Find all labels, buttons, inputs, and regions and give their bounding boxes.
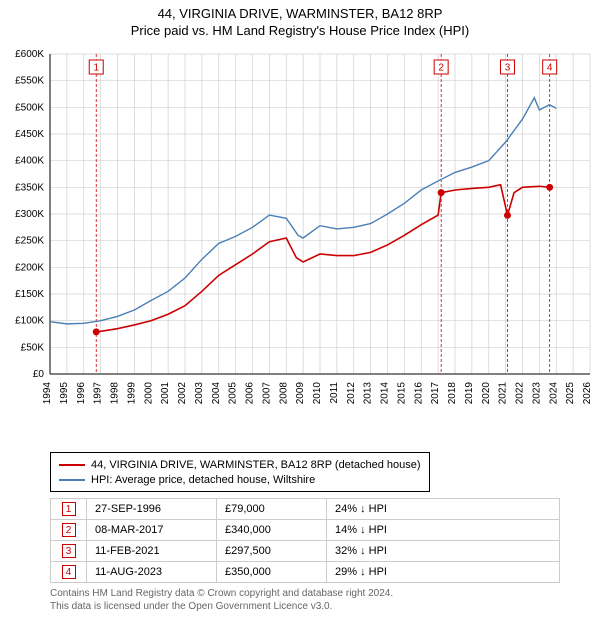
svg-text:2017: 2017 — [430, 382, 441, 405]
tx-marker: 4 — [62, 565, 76, 579]
table-row: 3 11-FEB-2021£297,50032% ↓ HPI — [51, 541, 560, 562]
footer-line: This data is licensed under the Open Gov… — [50, 601, 560, 614]
tx-price: £297,500 — [217, 541, 327, 562]
footer-attribution: Contains HM Land Registry data © Crown c… — [50, 588, 560, 613]
svg-text:1999: 1999 — [126, 382, 137, 405]
svg-text:£250K: £250K — [15, 236, 44, 247]
chart-area: £0 £50K £100K £150K £200K £250K £300K £350K £400… — [0, 44, 600, 444]
tx-hpi-delta: 24% ↓ HPI — [327, 499, 560, 520]
svg-text:£450K: £450K — [15, 129, 44, 140]
svg-text:2013: 2013 — [363, 382, 374, 405]
svg-text:2000: 2000 — [143, 382, 154, 405]
legend-item: 44, VIRGINIA DRIVE, WARMINSTER, BA12 8RP… — [59, 457, 421, 472]
svg-text:2019: 2019 — [464, 382, 475, 405]
legend: 44, VIRGINIA DRIVE, WARMINSTER, BA12 8RP… — [50, 452, 430, 492]
svg-text:2024: 2024 — [548, 382, 559, 405]
svg-text:£500K: £500K — [15, 102, 44, 113]
tx-marker: 3 — [62, 544, 76, 558]
svg-text:2021: 2021 — [498, 382, 509, 405]
chart-title-block: 44, VIRGINIA DRIVE, WARMINSTER, BA12 8RP… — [0, 0, 600, 38]
transactions-table: 1 27-SEP-1996£79,00024% ↓ HPI 2 08-MAR-2017… — [50, 498, 560, 583]
legend-item: HPI: Average price, detached house, Wilt… — [59, 472, 421, 487]
svg-text:1: 1 — [93, 63, 99, 74]
svg-text:2003: 2003 — [194, 382, 205, 405]
arrow-down-icon: ↓ — [360, 524, 366, 536]
svg-text:£50K: £50K — [21, 342, 45, 353]
svg-text:1996: 1996 — [76, 382, 87, 405]
svg-text:2: 2 — [438, 63, 444, 74]
svg-text:£550K: £550K — [15, 76, 44, 87]
svg-text:2011: 2011 — [329, 382, 340, 404]
svg-text:2015: 2015 — [396, 382, 407, 405]
tx-date: 11-AUG-2023 — [87, 562, 217, 583]
svg-text:£350K: £350K — [15, 182, 44, 193]
svg-text:2014: 2014 — [380, 382, 391, 405]
table-row: 4 11-AUG-2023£350,00029% ↓ HPI — [51, 562, 560, 583]
svg-text:1997: 1997 — [93, 382, 104, 405]
tx-hpi-delta: 29% ↓ HPI — [327, 562, 560, 583]
svg-text:2005: 2005 — [228, 382, 239, 405]
legend-swatch — [59, 464, 85, 466]
svg-text:1995: 1995 — [59, 382, 70, 405]
chart-subtitle: Price paid vs. HM Land Registry's House … — [0, 23, 600, 38]
tx-date: 08-MAR-2017 — [87, 520, 217, 541]
svg-text:2018: 2018 — [447, 382, 458, 405]
svg-text:£200K: £200K — [15, 262, 44, 273]
tx-price: £350,000 — [217, 562, 327, 583]
legend-label: 44, VIRGINIA DRIVE, WARMINSTER, BA12 8RP… — [91, 459, 421, 471]
chart-svg: £0 £50K £100K £150K £200K £250K £300K £350K £400… — [0, 44, 600, 444]
svg-text:2004: 2004 — [211, 382, 222, 405]
svg-text:£600K: £600K — [15, 49, 44, 60]
tx-date: 27-SEP-1996 — [87, 499, 217, 520]
svg-text:2001: 2001 — [160, 382, 171, 405]
tx-date: 11-FEB-2021 — [87, 541, 217, 562]
table-row: 1 27-SEP-1996£79,00024% ↓ HPI — [51, 499, 560, 520]
svg-text:2016: 2016 — [413, 382, 424, 405]
arrow-down-icon: ↓ — [360, 545, 366, 557]
tx-hpi-delta: 32% ↓ HPI — [327, 541, 560, 562]
svg-text:3: 3 — [505, 63, 511, 74]
tx-price: £79,000 — [217, 499, 327, 520]
table-row: 2 08-MAR-2017£340,00014% ↓ HPI — [51, 520, 560, 541]
svg-text:£0: £0 — [33, 369, 45, 380]
svg-text:2023: 2023 — [531, 382, 542, 405]
svg-text:1998: 1998 — [110, 382, 121, 405]
legend-label: HPI: Average price, detached house, Wilt… — [91, 474, 315, 486]
svg-text:£100K: £100K — [15, 316, 44, 327]
svg-text:2008: 2008 — [278, 382, 289, 405]
svg-text:£300K: £300K — [15, 209, 44, 220]
tx-hpi-delta: 14% ↓ HPI — [327, 520, 560, 541]
svg-text:£400K: £400K — [15, 156, 44, 167]
footer-line: Contains HM Land Registry data © Crown c… — [50, 588, 560, 601]
svg-text:4: 4 — [547, 63, 553, 74]
svg-text:2022: 2022 — [515, 382, 526, 405]
svg-text:2007: 2007 — [261, 382, 272, 405]
svg-text:2006: 2006 — [245, 382, 256, 405]
svg-text:2020: 2020 — [481, 382, 492, 405]
tx-marker: 1 — [62, 502, 76, 516]
svg-text:2025: 2025 — [565, 382, 576, 405]
svg-text:1994: 1994 — [42, 382, 53, 405]
chart-title: 44, VIRGINIA DRIVE, WARMINSTER, BA12 8RP — [0, 6, 600, 21]
svg-text:£150K: £150K — [15, 289, 44, 300]
tx-price: £340,000 — [217, 520, 327, 541]
arrow-down-icon: ↓ — [360, 503, 366, 515]
svg-text:2026: 2026 — [582, 382, 593, 405]
tx-marker: 2 — [62, 523, 76, 537]
svg-text:2002: 2002 — [177, 382, 188, 405]
legend-swatch — [59, 479, 85, 481]
arrow-down-icon: ↓ — [360, 566, 366, 578]
svg-text:2010: 2010 — [312, 382, 323, 405]
svg-text:2009: 2009 — [295, 382, 306, 405]
svg-text:2012: 2012 — [346, 382, 357, 405]
